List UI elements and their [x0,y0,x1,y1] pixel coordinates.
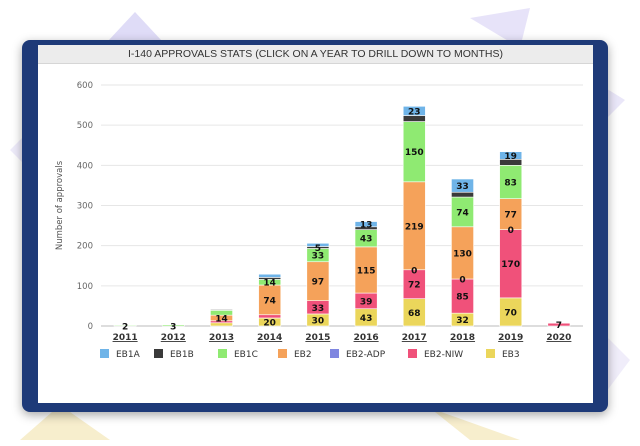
data-label: 13 [360,221,373,231]
data-label: 14 [215,314,228,324]
chart-title: I-140 APPROVALS STATS (CLICK ON A YEAR T… [38,45,593,64]
data-label: 43 [360,314,373,324]
data-label: 83 [504,179,517,189]
legend-item-eb1b[interactable]: EB1B [170,350,194,360]
data-label: 85 [456,293,469,303]
legend-item-eb1a[interactable]: EB1A [116,350,141,360]
bar-segment-eb2-niw-2020[interactable] [547,322,571,327]
data-label: 74 [263,296,276,306]
legend-item-eb1c[interactable]: EB1C [234,350,258,360]
bar-segment-eb1a-2014[interactable] [258,273,282,278]
data-label: 0 [508,226,514,236]
data-label: 2 [122,323,128,333]
data-label: 150 [405,148,424,158]
y-tick-label: 300 [77,202,93,212]
data-label: 5 [315,244,321,254]
data-label: 72 [408,281,421,291]
x-tick-2014[interactable]: 2014 [257,333,282,343]
x-tick-2011[interactable]: 2011 [113,333,138,343]
data-label: 33 [456,182,469,192]
y-tick-label: 100 [77,282,93,292]
data-label: 77 [504,211,517,221]
data-label: 30 [312,316,325,326]
data-label: 115 [357,266,376,276]
bar-segment-eb1a-2017[interactable] [402,105,426,116]
y-tick-label: 200 [77,242,93,252]
data-label: 23 [408,107,421,117]
data-label: 19 [504,152,517,162]
data-label: 32 [456,316,469,326]
data-label: 33 [312,252,325,262]
legend-swatch-eb2-niw[interactable] [408,349,417,358]
data-label: 130 [453,249,472,259]
x-tick-2012[interactable]: 2012 [161,333,186,343]
x-tick-2013[interactable]: 2013 [209,333,234,343]
deco-shard [470,8,530,48]
y-tick-label: 600 [77,81,93,91]
bar-segment-eb1c-2012[interactable] [161,324,185,327]
y-tick-label: 500 [77,121,93,131]
data-label: 97 [312,278,325,288]
y-axis-label: Number of approvals [55,160,65,250]
legend-swatch-eb1b[interactable] [154,349,163,358]
deco-shard [20,405,110,440]
chart-panel: 0 100 200 300 400 500 600 Number of approvals 20… [38,45,593,403]
data-label: 70 [504,308,517,318]
x-tick-2016[interactable]: 2016 [354,333,379,343]
legend-swatch-eb1a[interactable] [100,349,109,358]
data-label: 7 [556,321,562,331]
data-label: 43 [360,235,373,245]
legend-swatch-eb2-adp[interactable] [330,349,339,358]
data-label: 170 [501,260,520,270]
data-label: 3 [170,323,176,333]
x-tick-2020[interactable]: 2020 [546,333,571,343]
bar-segment-eb1a-2019[interactable] [499,151,523,160]
data-label: 68 [408,309,421,319]
bar-segment-eb1a-2015[interactable] [306,242,330,247]
x-tick-2017[interactable]: 2017 [402,333,427,343]
legend-item-eb2[interactable]: EB2 [294,350,312,360]
x-tick-2019[interactable]: 2019 [498,333,523,343]
legend-swatch-eb2[interactable] [278,349,287,358]
data-label: 219 [405,222,424,232]
y-tick-label: 400 [77,161,93,171]
data-label: 74 [456,208,469,218]
data-label: 14 [263,279,276,289]
bar-segment-eb1b-2013[interactable] [210,309,233,311]
legend-swatch-eb1c[interactable] [218,349,227,358]
legend-item-eb3[interactable]: EB3 [502,350,520,360]
legend-swatch-eb3[interactable] [486,349,495,358]
deco-shard [430,408,520,440]
bar-segment-eb1c-2011[interactable] [113,324,137,327]
data-label: 20 [263,318,276,328]
x-tick-2018[interactable]: 2018 [450,333,475,343]
data-label: 39 [360,297,373,307]
y-tick-label: 0 [88,322,93,332]
bar-segment-eb1b-2018[interactable] [451,191,474,198]
bar-segment-eb1a-2016[interactable] [354,221,378,228]
legend-item-eb2-adp[interactable]: EB2-ADP [346,350,386,360]
data-label: 0 [411,266,417,276]
bar-segment-eb1a-2018[interactable] [451,178,474,193]
x-tick-2015[interactable]: 2015 [305,333,330,343]
legend-item-eb2-niw[interactable]: EB2-NIW [424,350,463,360]
data-label: 33 [312,304,325,314]
data-label: 0 [459,276,465,286]
